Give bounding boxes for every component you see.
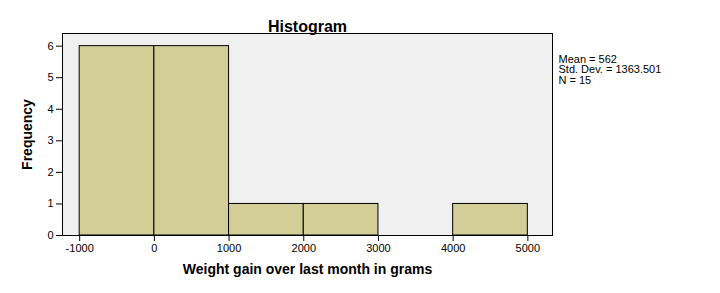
svg-text:6: 6 xyxy=(47,40,53,52)
svg-text:2000: 2000 xyxy=(292,242,316,254)
svg-text:1000: 1000 xyxy=(217,242,241,254)
svg-text:2: 2 xyxy=(47,166,53,178)
svg-text:3000: 3000 xyxy=(366,242,390,254)
svg-text:-1000: -1000 xyxy=(66,242,94,254)
svg-text:3: 3 xyxy=(47,134,53,146)
svg-text:0: 0 xyxy=(151,242,157,254)
svg-text:5: 5 xyxy=(47,71,53,83)
svg-text:Mean = 562Std. Dev. = 1363.501: Mean = 562Std. Dev. = 1363.501N = 15 xyxy=(559,53,662,86)
svg-text:Histogram: Histogram xyxy=(268,18,347,35)
svg-text:Weight gain over last month in: Weight gain over last month in grams xyxy=(183,261,433,277)
svg-text:4: 4 xyxy=(47,103,53,115)
svg-text:4000: 4000 xyxy=(441,242,465,254)
svg-text:1: 1 xyxy=(47,197,53,209)
svg-text:Frequency: Frequency xyxy=(19,99,35,170)
svg-text:0: 0 xyxy=(47,229,53,241)
svg-text:5000: 5000 xyxy=(516,242,540,254)
